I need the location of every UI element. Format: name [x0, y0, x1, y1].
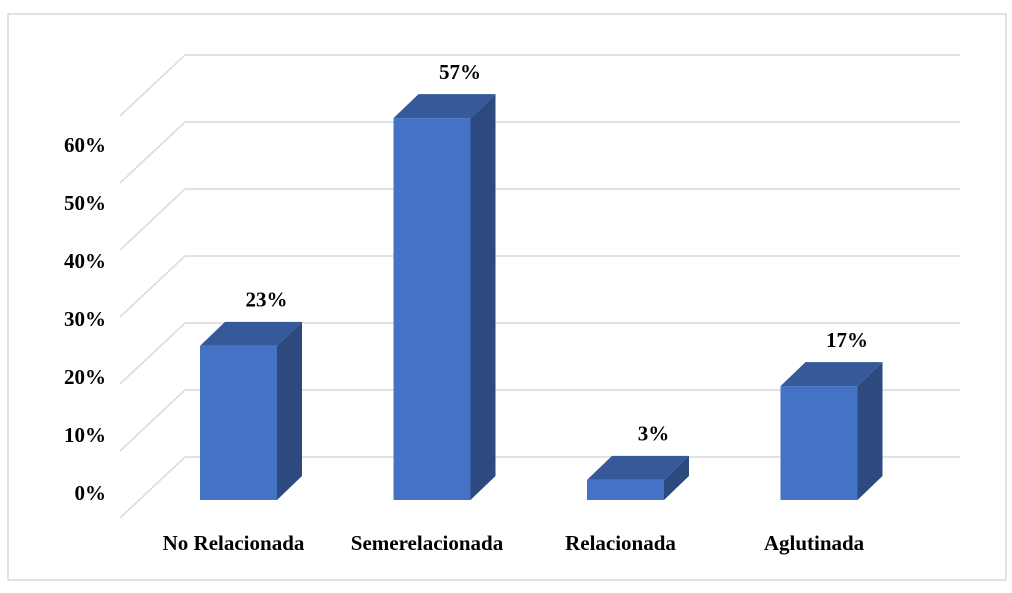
bar-front: [780, 386, 858, 500]
grid-line-floor: [119, 255, 186, 318]
bar-side: [664, 455, 689, 500]
value-label: 3%: [638, 422, 670, 446]
bar-top: [200, 321, 302, 346]
bar-top: [780, 362, 883, 387]
bar-top: [393, 94, 496, 119]
bar: [200, 321, 302, 500]
y-tick-label: 60%: [64, 133, 106, 157]
x-tick-label: No Relacionada: [163, 531, 305, 555]
bar-top: [587, 455, 689, 480]
bar: [393, 94, 496, 500]
y-tick-label: 40%: [64, 249, 106, 273]
y-tick-label: 10%: [64, 423, 106, 447]
bar: [780, 362, 883, 500]
x-tick-label: Aglutinada: [764, 531, 865, 555]
grid-line-floor: [119, 54, 186, 117]
bar-front: [200, 345, 277, 500]
y-tick-label: 20%: [64, 365, 106, 389]
bar-side: [470, 94, 496, 500]
y-tick-label: 50%: [64, 191, 106, 215]
bar-front: [587, 479, 664, 500]
grid-line-floor: [119, 121, 186, 184]
value-label: 17%: [826, 328, 868, 352]
grid-line-floor: [119, 322, 186, 385]
y-tick-label: 30%: [64, 307, 106, 331]
y-tick-label: 0%: [75, 481, 107, 505]
grid-line-floor: [119, 188, 186, 251]
value-label: 23%: [246, 288, 288, 312]
grid-line-floor: [119, 389, 186, 452]
value-label: 57%: [439, 60, 481, 84]
grid-line-floor: [119, 456, 186, 519]
x-tick-label: Semerelacionada: [351, 531, 504, 555]
bar-side: [857, 362, 883, 500]
bar-front: [393, 118, 471, 500]
x-tick-label: Relacionada: [565, 531, 676, 555]
bar: [587, 455, 689, 500]
bar-side: [277, 321, 302, 500]
